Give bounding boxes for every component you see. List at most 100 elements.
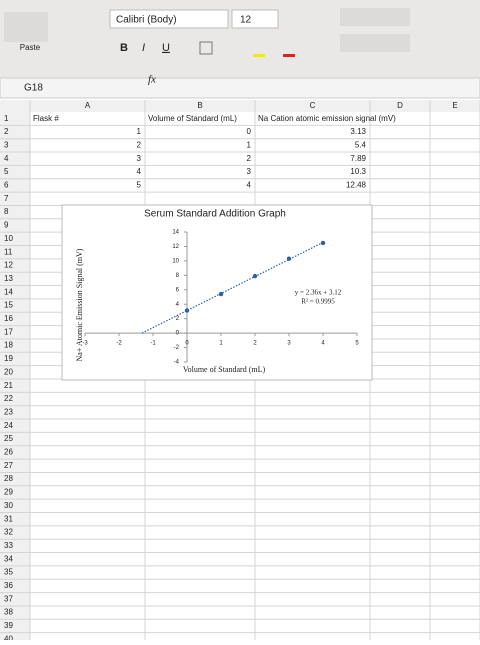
align-group[interactable] xyxy=(340,34,410,52)
paste-label[interactable]: Paste xyxy=(20,43,41,52)
x-axis-label: Volume of Standard (mL) xyxy=(183,365,266,374)
y-tick-label: 0 xyxy=(176,331,180,337)
cell: 10.3 xyxy=(350,167,366,176)
trendline-equation: y = 2.36x + 3.12 xyxy=(295,289,342,297)
y-tick-label: 6 xyxy=(176,287,180,293)
cell: Na Cation atomic emission signal (mV) xyxy=(258,114,396,123)
italic-button[interactable]: I xyxy=(142,42,145,54)
font-color-bar xyxy=(283,54,295,57)
cell: 7.89 xyxy=(350,154,366,163)
y-tick-label: -2 xyxy=(174,345,180,351)
row-header: 22 xyxy=(4,394,13,403)
column-header-bar xyxy=(0,100,480,112)
row-header: 27 xyxy=(4,461,13,470)
row-header: 23 xyxy=(4,407,13,416)
cell: 3.13 xyxy=(350,127,366,136)
x-tick-label: -2 xyxy=(116,341,122,347)
column-header: E xyxy=(452,101,457,110)
row-header: 4 xyxy=(4,154,9,163)
paste-icon[interactable] xyxy=(4,12,48,42)
row-header: 31 xyxy=(4,514,13,523)
font-name-box[interactable] xyxy=(109,9,229,29)
y-tick-label: 8 xyxy=(176,273,180,279)
chart-area xyxy=(61,204,373,381)
x-tick-label: 3 xyxy=(287,341,291,347)
cell: 3 xyxy=(247,167,252,176)
column-header: B xyxy=(197,101,202,110)
row-header: 3 xyxy=(4,140,9,149)
row-header: 21 xyxy=(4,381,13,390)
y-axis-label: Na+ Atomic Emission Signal (mV) xyxy=(75,248,84,361)
cell: Volume of Standard (mL) xyxy=(148,114,237,123)
row-header: 37 xyxy=(4,594,13,603)
y-tick-label: -4 xyxy=(174,360,180,366)
row-header: 32 xyxy=(4,528,13,537)
data-point xyxy=(252,273,258,279)
row-header: 7 xyxy=(4,194,9,203)
font-size-box[interactable] xyxy=(231,9,279,29)
row-header: 14 xyxy=(4,287,13,296)
cell: 5 xyxy=(137,181,142,190)
data-point xyxy=(218,291,224,297)
row-header: 8 xyxy=(4,207,9,216)
font-name[interactable]: Calibri (Body) xyxy=(116,15,177,26)
row-header: 9 xyxy=(4,221,9,230)
row-header: 34 xyxy=(4,554,13,563)
chart-title: Serum Standard Addition Graph xyxy=(144,209,286,220)
row-header: 18 xyxy=(4,341,13,350)
row-header: 1 xyxy=(4,114,9,123)
y-tick-label: 10 xyxy=(172,258,179,264)
x-tick-label: 5 xyxy=(355,341,359,347)
chart: Serum Standard Addition Graph Volume of … xyxy=(61,204,373,381)
row-header: 36 xyxy=(4,581,13,590)
column-header: D xyxy=(397,101,403,110)
x-tick-label: -1 xyxy=(150,341,156,347)
row-header: 5 xyxy=(4,167,9,176)
data-point xyxy=(184,308,190,313)
row-header: 13 xyxy=(4,274,13,283)
y-tick-label: 4 xyxy=(176,302,180,308)
row-header: 39 xyxy=(4,621,13,630)
cell: 5.4 xyxy=(355,140,367,149)
bold-button[interactable]: B xyxy=(120,42,128,54)
row-header: 25 xyxy=(4,434,13,443)
row-header: 40 xyxy=(4,634,13,640)
row-header: 6 xyxy=(4,181,9,190)
trendline-r-squared: R² = 0.9995 xyxy=(301,298,335,306)
row-header: 10 xyxy=(4,234,13,243)
cell: 1 xyxy=(247,140,252,149)
align-group[interactable] xyxy=(340,8,410,26)
x-tick-label: 0 xyxy=(185,341,189,347)
row-header: 33 xyxy=(4,541,13,550)
cell: Flask # xyxy=(33,114,59,123)
cell: 2 xyxy=(247,154,252,163)
row-header: 26 xyxy=(4,448,13,457)
font-size[interactable]: 12 xyxy=(240,15,252,26)
data-point xyxy=(320,240,326,246)
underline-button[interactable]: U xyxy=(162,42,170,54)
row-header: 16 xyxy=(4,314,13,323)
row-header: 28 xyxy=(4,474,13,483)
fill-color-bar xyxy=(253,54,265,57)
row-header: 38 xyxy=(4,608,13,617)
row-header: 17 xyxy=(4,327,13,336)
cell: 0 xyxy=(247,127,252,136)
name-box[interactable]: G18 xyxy=(24,83,43,94)
data-point xyxy=(286,256,292,261)
row-header: 29 xyxy=(4,488,13,497)
row-header: 19 xyxy=(4,354,13,363)
y-tick-label: 2 xyxy=(176,316,180,322)
column-header: C xyxy=(310,101,316,110)
cell: 1 xyxy=(137,127,142,136)
fx-button[interactable]: fx xyxy=(148,74,156,86)
cell: 3 xyxy=(137,154,142,163)
row-header: 20 xyxy=(4,367,13,376)
row-header: 35 xyxy=(4,568,13,577)
x-tick-label: 4 xyxy=(321,341,325,347)
x-tick-label: 1 xyxy=(219,341,223,347)
borders-button[interactable] xyxy=(199,41,213,55)
y-tick-label: 14 xyxy=(172,230,179,236)
row-header: 11 xyxy=(4,247,13,256)
column-header: A xyxy=(85,101,91,110)
